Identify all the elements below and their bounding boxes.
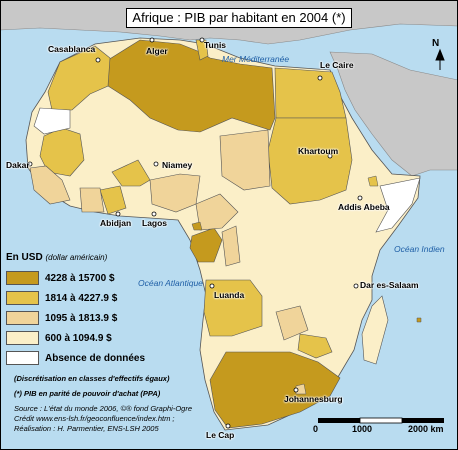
city-addis: Addis Abeba — [338, 202, 390, 212]
sea-label-atlantic: Océan Atlantique — [138, 278, 203, 288]
dot-khartoum — [327, 153, 333, 159]
region-sudan — [267, 117, 353, 205]
region-ghana — [99, 185, 127, 215]
legend-subtitle: (dollar américain) — [45, 253, 108, 262]
city-alger: Alger — [146, 46, 168, 56]
region-congo-2 — [221, 225, 241, 267]
note-ppa: (*) PIB en parité de pouvoir d'achat (PP… — [14, 389, 161, 398]
city-lagos: Lagos — [142, 218, 168, 228]
region-djibouti — [367, 175, 379, 187]
region-egypt — [274, 67, 347, 119]
dot-le-caire — [317, 75, 323, 81]
legend-swatch-1 — [6, 271, 39, 285]
legend-label-1: 4228 à 15700 $ — [45, 272, 115, 284]
sea-label-indian: Océan Indien — [394, 244, 445, 254]
region-madagascar — [361, 295, 389, 365]
legend-title-text: En USD — [6, 252, 43, 263]
legend: En USD (dollar américain) 4228 à 15700 $… — [6, 252, 206, 365]
region-mauritius — [416, 317, 422, 323]
city-luanda: Luanda — [214, 290, 245, 300]
note-credit: Crédit www.ens-lsh.fr/geoconfluence/inde… — [14, 414, 175, 423]
city-abidjan: Abidjan — [100, 218, 132, 228]
dot-lagos — [151, 211, 157, 217]
dot-casablanca — [95, 57, 101, 63]
dot-abidjan — [115, 211, 121, 217]
legend-label-4: 600 à 1094.9 $ — [45, 332, 112, 344]
legend-swatch-2 — [6, 291, 39, 305]
scale-label-1000: 1000 — [352, 424, 373, 434]
legend-label-3: 1095 à 1813.9 $ — [45, 312, 118, 324]
city-tunis: Tunis — [204, 40, 227, 50]
region-cote-ivoire — [79, 187, 105, 213]
city-dakar: Dakar — [6, 160, 30, 170]
dot-niamey — [153, 161, 159, 167]
legend-row-5: Absence de données — [6, 350, 145, 366]
legend-swatch-5 — [6, 351, 39, 365]
dot-addis — [357, 195, 363, 201]
region-south — [209, 351, 341, 429]
region-equatorial-guinea — [191, 221, 203, 231]
region-western-sahara — [33, 107, 71, 135]
scale-bar — [318, 417, 444, 424]
region-morocco — [47, 45, 111, 111]
legend-title: En USD (dollar américain) — [6, 252, 206, 263]
map-title: Afrique : PIB par habitant en 2004 (*) — [126, 8, 352, 28]
dot-tunis — [199, 37, 205, 43]
legend-row-2: 1814 à 4227.9 $ — [6, 290, 117, 306]
notes: (Discrétisation en classes d'effectifs é… — [14, 374, 234, 434]
sea-label-med: Mer Méditerranée — [222, 54, 290, 64]
note-realisation: Réalisation : H. Parmentier, ENS-LSH 200… — [14, 424, 159, 433]
city-le-cap: Le Cap — [206, 430, 235, 440]
legend-label-5: Absence de données — [45, 352, 146, 364]
note-source: Source : L'état du monde 2006, ©® fond G… — [14, 404, 193, 413]
legend-swatch-3 — [6, 311, 39, 325]
city-khartoum: Khartoum — [298, 146, 339, 156]
city-le-caire: Le Caire — [320, 60, 354, 70]
region-zimbabwe — [275, 305, 309, 341]
north-label: N — [432, 38, 440, 49]
scale-label-2000: 2000 km — [408, 424, 444, 434]
legend-row-3: 1095 à 1813.9 $ — [6, 310, 117, 326]
city-johannesburg: Johannesburg — [284, 394, 343, 404]
legend-label-2: 1814 à 4227.9 $ — [45, 292, 118, 304]
region-central-north — [219, 129, 271, 191]
note-discretisation: (Discrétisation en classes d'effectifs é… — [14, 374, 170, 383]
dot-luanda — [209, 283, 215, 289]
dot-alger — [149, 37, 155, 43]
dot-johannesburg — [293, 387, 299, 393]
region-namibia — [297, 333, 333, 359]
legend-swatch-4 — [6, 331, 39, 345]
dot-dakar — [27, 161, 33, 167]
scale-label-0: 0 — [313, 424, 319, 434]
city-dar: Dar es-Salaam — [360, 280, 419, 290]
north-arrow-icon — [435, 48, 445, 70]
region-chad-cameroon — [111, 159, 151, 187]
legend-row-4: 600 à 1094.9 $ — [6, 330, 112, 346]
dot-dar — [353, 283, 359, 289]
region-libya-algeria — [107, 39, 276, 133]
region-senegal-guinea — [29, 165, 71, 205]
region-somalia — [375, 177, 421, 233]
legend-row-1: 4228 à 15700 $ — [6, 270, 115, 286]
region-angola — [203, 279, 263, 337]
dot-le-cap — [225, 423, 231, 429]
city-casablanca: Casablanca — [48, 44, 96, 54]
city-niamey: Niamey — [162, 160, 193, 170]
